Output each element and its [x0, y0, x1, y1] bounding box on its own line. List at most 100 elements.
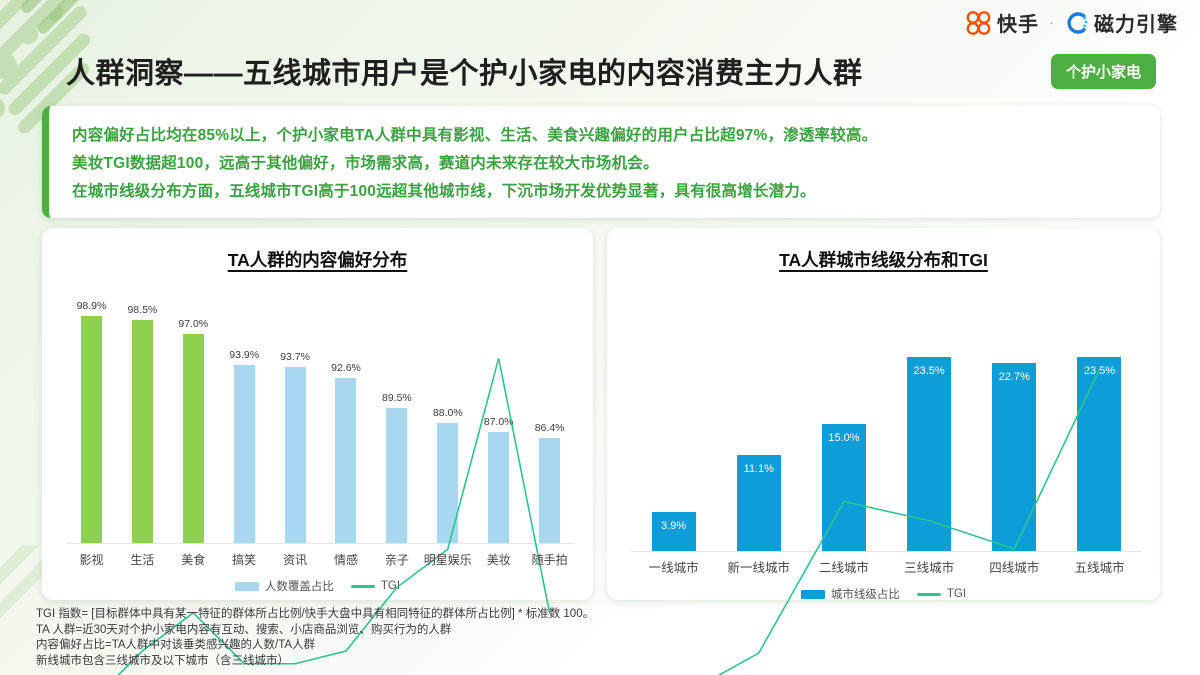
bar	[284, 366, 306, 543]
x-axis-label: 美食	[181, 553, 206, 567]
title-row: 人群洞察——五线城市用户是个护小家电的内容消费主力人群 个护小家电	[66, 50, 1170, 92]
x-axis-label: 三线城市	[904, 561, 955, 575]
x-axis-label: 新一线城市	[727, 561, 791, 575]
bar-value-label: 98.9%	[76, 299, 107, 312]
footnote-3: 内容偏好占比=TA人群中对该垂类感兴趣的人数/TA人群	[36, 639, 316, 651]
bar	[80, 315, 102, 543]
legend-item[interactable]: 城市线级占比	[800, 586, 900, 602]
bar-slot: 86.4%	[524, 282, 575, 543]
bar-value-label: 88.0%	[432, 406, 463, 419]
brand-logo-bar: 快手 · 磁力引擎	[965, 8, 1178, 37]
bar-value-label: 87.0%	[483, 416, 514, 429]
bar-slot: 3.9%	[631, 284, 716, 551]
bar	[335, 377, 357, 543]
footnotes: TGI 指数= [目标群体中具有某一特征的群体所占比例/快手大盘中具有相同特征的…	[36, 607, 594, 669]
callout-line-1: 内容偏好占比均在85%以上，个护小家电TA人群中具有影视、生活、美食兴趣偏好的用…	[72, 127, 878, 144]
kuaishou-logo-icon	[965, 10, 992, 35]
x-axis-label: 四线城市	[989, 561, 1040, 575]
bar-value-label: 98.5%	[127, 303, 158, 316]
bar	[651, 512, 696, 551]
legend-label: 人数覆盖占比	[264, 581, 334, 593]
bar	[182, 334, 204, 543]
page-title: 人群洞察——五线城市用户是个护小家电的内容消费主力人群	[66, 58, 863, 90]
bar-group-content-preference: 98.9% 98.5% 97.0% 93.9% 93.7% 92.6% 89.5% 88.0%…	[66, 282, 575, 543]
summary-callout: 内容偏好占比均在85%以上，个护小家电TA人群中具有影视、生活、美食兴趣偏好的用…	[42, 106, 1160, 218]
chart-card-content-preference: TA人群的内容偏好分布 98.9% 98.5% 97.0% 93.9% 93.7% 92.…	[42, 228, 593, 600]
bar	[233, 364, 255, 543]
bar-slot: 88.0%	[422, 282, 473, 543]
callout-line-2: 美妆TGI数据超100，远高于其他偏好，市场需求高，赛道内未来存在较大市场机会。	[72, 155, 659, 172]
bar-slot: 15.0%	[801, 284, 886, 551]
magnetic-engine-logo: 磁力引擎	[1065, 8, 1178, 37]
bar	[736, 455, 781, 551]
chart-title-city-tier: TA人群城市线级分布和TGI	[779, 250, 988, 270]
chart-plot-content-preference: 98.9% 98.5% 97.0% 93.9% 93.7% 92.6% 89.5% 88.0%…	[42, 282, 593, 544]
bar	[437, 422, 459, 543]
bar	[131, 319, 153, 543]
bar-slot: 93.9%	[219, 282, 270, 543]
logo-separator: ·	[1049, 14, 1054, 31]
x-axis-label: 美妆	[486, 553, 511, 567]
category-badge: 个护小家电	[1050, 53, 1156, 89]
legend-label: TGI	[946, 588, 967, 600]
bar-value-label: 89.5%	[382, 391, 412, 404]
kuaishou-logo-text: 快手	[997, 14, 1039, 36]
footnote-4: 新线城市包含三线城市及以下城市（含三线城市）	[36, 654, 289, 667]
chart-title-content-preference: TA人群的内容偏好分布	[227, 250, 408, 270]
x-axis-line	[66, 543, 575, 544]
x-axis-label: 五线城市	[1074, 561, 1125, 575]
tgi-line-content-preference	[66, 282, 575, 675]
x-axis-labels-content-preference: 影视 生活 美食 搞笑 资讯 情感 亲子 明星娱乐 美妆 随手拍	[66, 551, 575, 568]
magnetic-engine-logo-text: 磁力引擎	[1094, 14, 1178, 36]
x-axis-label: 影视	[79, 553, 104, 567]
callout-line-3: 在城市线级分布方面，五线城市TGI高于100远超其他城市线，下沉市场开发优势显著…	[72, 183, 816, 200]
bar-value-label: 92.6%	[331, 361, 361, 374]
legend-line-icon	[916, 592, 941, 596]
x-axis-label: 明星娱乐	[423, 553, 472, 567]
bar-value-label: 93.7%	[280, 350, 310, 363]
bar-value-label: 97.0%	[178, 318, 209, 331]
x-axis-label: 亲子	[384, 553, 409, 567]
footnote-2: TA 人群=近30天对个护小家电内容有互动、搜索、小店商品浏览、购买行为的人群	[36, 623, 452, 636]
bar-slot: 92.6%	[321, 282, 372, 543]
chart-card-city-tier: TA人群城市线级分布和TGI 3.9% 11.1% 15.0% 23.5% 22.7% 2…	[607, 228, 1160, 600]
chart-plot-city-tier: 3.9% 11.1% 15.0% 23.5% 22.7% 23.5% 一线城市 新一线城市二…	[607, 284, 1160, 552]
legend-line-icon	[350, 584, 375, 588]
x-axis-label: 资讯	[283, 553, 308, 567]
bar-slot: 11.1%	[716, 284, 801, 551]
x-axis-line	[631, 551, 1142, 552]
bar-slot: 89.5%	[371, 282, 422, 543]
bar-slot: 97.0%	[168, 282, 219, 543]
x-axis-label: 一线城市	[648, 561, 699, 575]
bar	[1077, 356, 1122, 551]
bar-group-city-tier: 3.9% 11.1% 15.0% 23.5% 22.7% 23.5%	[631, 284, 1142, 551]
bar	[539, 438, 561, 543]
bar-value-label: 86.4%	[534, 422, 565, 435]
x-axis-label: 二线城市	[818, 561, 869, 575]
bar-slot: 23.5%	[1057, 284, 1142, 551]
magnetic-engine-logo-icon	[1065, 11, 1089, 35]
legend-item[interactable]: 人数覆盖占比	[234, 578, 334, 594]
x-axis-label: 随手拍	[531, 553, 568, 567]
tgi-line-city-tier	[631, 284, 1142, 675]
bar	[488, 432, 510, 543]
bar-slot: 93.7%	[270, 282, 321, 543]
legend-swatch-icon	[234, 581, 259, 591]
bar-slot: 87.0%	[473, 282, 524, 543]
bar-value-label: 3.9%	[661, 520, 687, 533]
bar	[907, 356, 952, 551]
legend-swatch-icon	[800, 589, 825, 599]
legend-label: 城市线级占比	[830, 589, 900, 601]
bar-slot: 23.5%	[887, 284, 972, 551]
x-axis-label: 情感	[333, 553, 358, 567]
legend-city-tier: 城市线级占比 TGI	[607, 586, 1160, 602]
bar-value-label: 23.5%	[913, 364, 945, 377]
kuaishou-logo: 快手	[965, 8, 1039, 37]
tgi-polyline	[674, 369, 1100, 675]
bar-slot: 98.5%	[117, 282, 168, 543]
x-axis-labels-city-tier: 一线城市 新一线城市 二线城市 三线城市 四线城市 五线城市	[631, 557, 1142, 576]
bar-value-label: 11.1%	[743, 463, 774, 476]
tgi-polyline	[91, 358, 549, 675]
legend-item[interactable]: TGI	[916, 588, 967, 600]
bar-slot: 22.7%	[972, 284, 1057, 551]
